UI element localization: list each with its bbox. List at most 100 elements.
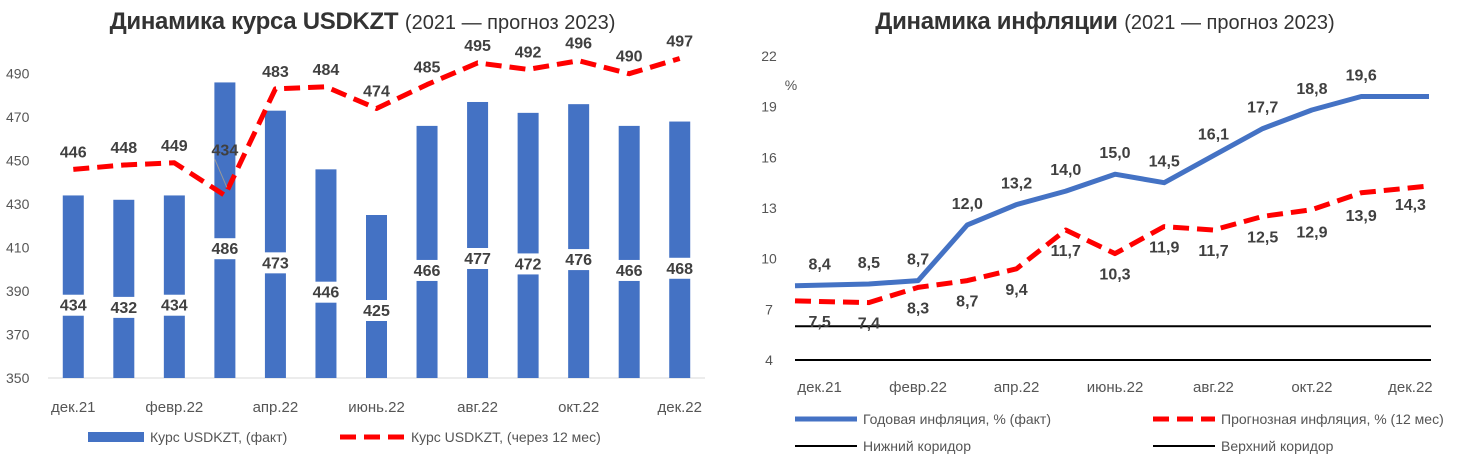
line-value-label: 497 <box>666 34 693 51</box>
legend-label: Нижний коридор <box>863 438 971 454</box>
inflation-chart-svg: 4 7 10 13 16 19 22% дек.21 февр.22 апр.22 июнь.22 а… <box>761 48 1444 454</box>
bar-value-label: 476 <box>565 252 592 269</box>
bar-value-bg <box>660 257 699 279</box>
inflation-chart-panel: Динамика инфляции (2021 — прогноз 2023) … <box>735 0 1475 464</box>
y-tick-label: 430 <box>6 196 30 212</box>
forecast-value-label: 8,7 <box>956 294 978 311</box>
line-value-label: 474 <box>363 84 390 101</box>
usdkzt-bar <box>467 101 489 378</box>
forecast-value-label: 9,4 <box>1005 282 1027 299</box>
bar-value-bg <box>306 281 345 303</box>
x-tick-label: июнь.22 <box>1087 379 1144 396</box>
y-tick-label: 19 <box>761 99 777 115</box>
legend-label: Верхний коридор <box>1221 438 1334 454</box>
legend-label: Курс USDKZT, (факт) <box>150 429 287 445</box>
usdkzt-bar <box>214 82 236 378</box>
inflation-actual-line <box>794 94 1429 289</box>
bar-value-bg <box>155 294 194 316</box>
bar-value-label: 472 <box>515 256 542 273</box>
bar-value-label: 473 <box>262 255 289 272</box>
usdkzt-bar <box>264 110 286 379</box>
forecast-value-label: 10,3 <box>1099 267 1130 284</box>
y-tick-label: 4 <box>765 352 773 368</box>
bar-value-label: 446 <box>313 285 340 302</box>
bar-value-bg <box>54 294 93 316</box>
bar-value-label: 477 <box>464 251 491 268</box>
line-value-label: 446 <box>60 144 87 161</box>
bar-value-bg <box>559 249 598 271</box>
x-tick-label: апр.22 <box>994 379 1040 396</box>
forecast-value-label: 7,4 <box>858 316 880 333</box>
actual-value-label: 19,6 <box>1346 68 1377 85</box>
y-tick-label: 390 <box>6 283 30 299</box>
line-value-label: 448 <box>110 140 137 157</box>
usdkzt-bar <box>366 215 387 378</box>
bar-value-bg <box>610 259 649 281</box>
usdkzt-bar <box>416 125 438 378</box>
bar-value-bg <box>408 259 447 281</box>
actual-value-label: 8,5 <box>858 255 880 272</box>
usdkzt-bar <box>618 125 640 378</box>
usdkzt-chart-panel: Динамика курса USDKZT (2021 — прогноз 20… <box>0 0 725 464</box>
usdkzt-bar <box>517 112 539 378</box>
y-tick-label: 22 <box>761 48 777 64</box>
line-value-label: 449 <box>161 138 188 155</box>
usdkzt-chart-title: Динамика курса USDKZT (2021 — прогноз 20… <box>0 8 725 36</box>
usdkzt-bar <box>315 169 337 378</box>
actual-value-label: 16,1 <box>1198 127 1229 144</box>
x-tick-label: дек.22 <box>1388 379 1433 396</box>
x-tick-label: дек.22 <box>657 399 702 416</box>
actual-value-label: 14,5 <box>1149 154 1180 171</box>
bar-value-bg <box>509 253 548 275</box>
line-value-label: 434 <box>212 142 239 159</box>
y-axis-unit: % <box>785 77 797 93</box>
forecast-value-label: 13,9 <box>1346 208 1377 225</box>
actual-value-label: 15,0 <box>1099 145 1130 162</box>
usdkzt-bar <box>62 195 84 378</box>
usdkzt-bar <box>163 195 185 378</box>
bar-value-label: 468 <box>666 261 693 278</box>
usdkzt-chart-svg: 350 370 390 410 430 450 470 490 дек.21 февр.22 апр… <box>6 34 705 445</box>
bar-value-label: 434 <box>60 298 87 315</box>
forecast-value-label: 8,3 <box>907 300 929 317</box>
bar-value-label: 466 <box>616 263 643 280</box>
x-tick-label: авг.22 <box>457 399 498 416</box>
actual-value-label: 18,8 <box>1296 81 1327 98</box>
bar-value-bg <box>256 252 295 274</box>
y-tick-label: 450 <box>6 153 30 169</box>
y-tick-label: 350 <box>6 370 30 386</box>
actual-value-label: 17,7 <box>1247 100 1278 117</box>
forecast-value-label: 11,9 <box>1149 240 1179 257</box>
label-leader-line <box>214 159 228 188</box>
forecast-value-label: 12,9 <box>1296 225 1327 242</box>
x-tick-label: февр.22 <box>889 379 947 396</box>
y-tick-label: 13 <box>761 200 777 216</box>
forecast-value-label: 7,5 <box>808 314 830 331</box>
inflation-chart-title: Динамика инфляции (2021 — прогноз 2023) <box>735 8 1475 36</box>
actual-value-label: 8,7 <box>907 252 929 269</box>
bar-value-bg <box>357 300 396 321</box>
x-tick-label: окт.22 <box>558 399 599 416</box>
y-tick-label: 370 <box>6 327 30 343</box>
legend-swatch-bar <box>88 432 144 442</box>
legend-label: Годовая инфляция, % (факт) <box>863 411 1051 427</box>
usdkzt-bar <box>113 199 135 378</box>
legend-label: Курс USDKZT, (через 12 мес) <box>411 429 601 445</box>
forecast-value-label: 12,5 <box>1247 229 1278 246</box>
usdkzt-forecast-line <box>73 56 681 198</box>
forecast-value-label: 11,7 <box>1198 243 1228 260</box>
inflation-title-main: Динамика инфляции <box>875 8 1118 35</box>
bar-value-label: 486 <box>212 241 239 258</box>
bar-value-bg <box>458 247 497 269</box>
y-tick-label: 10 <box>761 251 777 267</box>
bar-value-label: 466 <box>414 263 441 280</box>
bar-value-label: 434 <box>161 298 188 315</box>
x-tick-label: авг.22 <box>1193 379 1234 396</box>
x-tick-label: дек.21 <box>51 399 96 416</box>
usdkzt-bar <box>669 121 691 379</box>
usdkzt-bar <box>568 104 590 378</box>
y-tick-label: 7 <box>765 301 773 317</box>
bar-value-bg <box>205 238 244 260</box>
usdkzt-title-main: Динамика курса USDKZT <box>109 8 399 35</box>
bar-value-label: 425 <box>363 303 390 320</box>
